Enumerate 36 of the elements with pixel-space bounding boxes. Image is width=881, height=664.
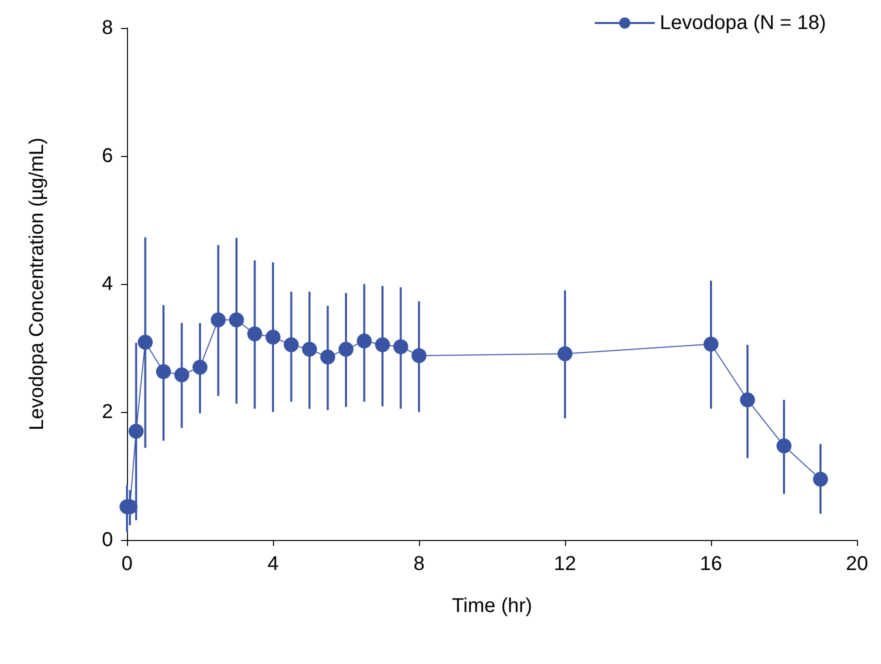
point [393,339,408,354]
point [284,337,299,352]
point [192,360,208,375]
y-axis-title: Levodopa Concentration (µg/mL) [26,138,48,430]
point [375,337,390,352]
x-tick-label: 0 [121,553,133,575]
point [338,342,354,357]
point [247,326,262,342]
x-tick-label: 8 [413,553,425,575]
point [704,336,718,352]
point [356,333,372,348]
point [320,349,336,364]
point [813,472,828,487]
point [156,364,171,380]
x-tick-label: 16 [700,553,722,575]
point [302,342,317,357]
point [138,334,153,350]
point [266,330,280,345]
point [174,367,190,382]
y-tick-label: 0 [102,529,113,551]
point [210,312,226,328]
x-tick-label: 12 [554,553,576,575]
legend-label: Levodopa (N = 18) [660,12,826,34]
x-axis-title: Time (hr) [452,595,532,617]
point [229,312,244,328]
point [776,438,792,454]
point [558,346,572,362]
point [740,392,755,408]
point [128,424,144,439]
x-tick-label: 4 [267,553,279,575]
point [412,348,426,364]
x-tick-label: 20 [846,553,868,575]
y-tick-label: 6 [102,145,113,167]
y-tick-label: 4 [102,273,113,295]
y-tick-label: 2 [102,401,113,423]
y-tick-label: 8 [102,17,113,39]
